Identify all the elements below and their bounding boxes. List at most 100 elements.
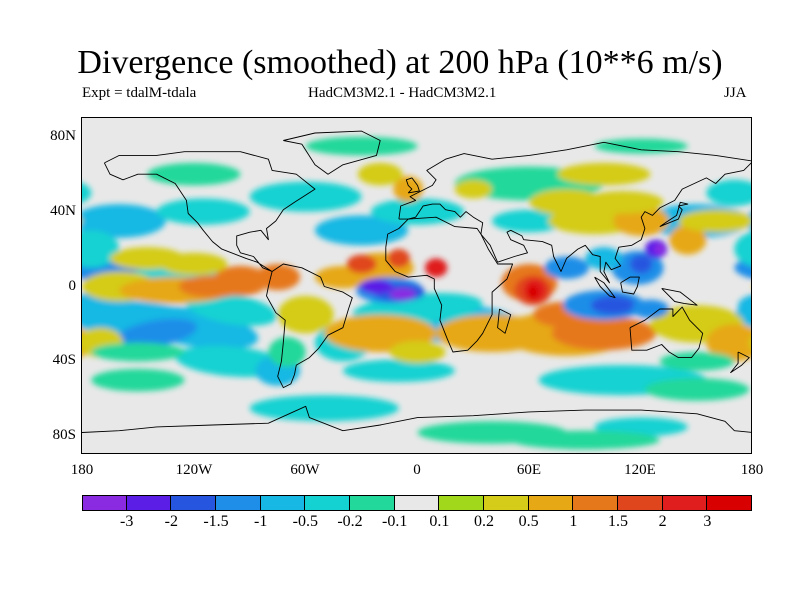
- field-region: [82, 183, 92, 203]
- field-region: [734, 231, 751, 267]
- field-region: [749, 336, 751, 349]
- field-region: [492, 209, 567, 233]
- colorbar: [82, 495, 752, 511]
- field-region: [314, 215, 409, 246]
- colorbar-label: -1.5: [203, 513, 229, 530]
- divergence-map: [82, 130, 751, 450]
- field-region: [82, 230, 120, 268]
- field-region: [346, 254, 377, 274]
- field-region: [613, 205, 670, 236]
- colorbar-swatch: [439, 495, 484, 511]
- chart-title: Divergence (smoothed) at 200 hPa (10**6 …: [77, 44, 723, 81]
- field-region: [389, 288, 416, 300]
- y-tick-40n: 40N: [50, 203, 76, 219]
- field-region: [644, 378, 750, 401]
- field-region: [212, 265, 269, 296]
- colorbar-swatch: [394, 495, 440, 511]
- field-region: [557, 162, 651, 186]
- y-tick-40s: 40S: [52, 352, 76, 368]
- field-region: [594, 417, 688, 437]
- coastline: [398, 141, 751, 284]
- season-label: JJA: [724, 85, 747, 101]
- colorbar-label: -0.1: [381, 513, 408, 530]
- field-region: [678, 209, 751, 233]
- colorbar-swatch: [707, 495, 752, 511]
- field-region: [738, 294, 751, 316]
- coastline: [730, 351, 750, 374]
- colorbar-swatch: [350, 495, 395, 511]
- coastline: [266, 263, 353, 389]
- field-region: [629, 254, 653, 274]
- colorbar-label: -0.2: [337, 513, 363, 530]
- coastline: [103, 151, 316, 272]
- field-region: [277, 295, 334, 334]
- colorbar-label: 1.5: [608, 513, 628, 530]
- colorbar-swatch: [484, 495, 529, 511]
- field-region: [527, 284, 539, 300]
- field-region: [631, 299, 670, 319]
- colorbar-label: 0.1: [429, 513, 450, 530]
- colorbar-swatch: [260, 495, 306, 511]
- field-region: [357, 162, 403, 186]
- colorbar-label: 0.5: [518, 513, 539, 530]
- field-region: [249, 395, 399, 422]
- x-tick-0: 0: [413, 462, 421, 478]
- field-region: [109, 247, 185, 270]
- colorbar-swatch: [662, 495, 708, 511]
- colorbar-label: -3: [119, 513, 134, 530]
- field-region: [424, 258, 448, 278]
- colorbar-label: -0.5: [292, 513, 318, 530]
- field-region: [305, 136, 418, 156]
- y-tick-80n: 80N: [50, 128, 76, 144]
- field-region: [544, 256, 589, 280]
- field-region: [249, 181, 362, 212]
- y-tick-80s: 80S: [52, 427, 76, 443]
- field-region: [669, 224, 707, 255]
- colorbar-swatch: [82, 495, 127, 511]
- colorbar-label: 2: [658, 513, 667, 530]
- x-tick-60e: 60E: [516, 462, 542, 478]
- field-region: [590, 295, 636, 315]
- coastline: [497, 308, 512, 334]
- field-region: [116, 318, 198, 349]
- y-tick-0: 0: [68, 278, 77, 294]
- colorbar-swatch: [305, 495, 350, 511]
- field-region: [529, 189, 604, 216]
- field-region: [585, 247, 623, 270]
- coastline: [620, 276, 640, 295]
- field-region: [268, 337, 306, 368]
- map-plot-area: [81, 117, 752, 454]
- x-tick-60w: 60W: [290, 462, 320, 478]
- coastline: [405, 177, 420, 194]
- colorbar-swatch: [216, 495, 261, 511]
- colorbar-swatch: [528, 495, 574, 511]
- x-tick-180w: 180: [70, 462, 94, 478]
- field-region: [359, 279, 394, 294]
- coastline: [82, 405, 751, 433]
- colorbar-label: 1: [569, 513, 578, 530]
- field-region: [342, 359, 455, 382]
- field-region: [82, 204, 166, 238]
- coastline: [629, 306, 704, 359]
- x-tick-120e: 120E: [624, 462, 656, 478]
- colorbar-label: 3: [703, 513, 712, 530]
- experiment-label: Expt = tdalM-tdala: [82, 85, 197, 101]
- field-region: [255, 264, 301, 291]
- coastline: [661, 287, 698, 306]
- field-region: [510, 430, 660, 450]
- field-region: [594, 138, 688, 154]
- x-tick-180e: 180: [740, 462, 764, 478]
- coastline: [283, 130, 381, 175]
- coastline: [385, 216, 514, 353]
- colorbar-swatch: [618, 495, 663, 511]
- field-region: [659, 352, 735, 371]
- field-region: [706, 323, 751, 362]
- model-label: HadCM3M2.1 - HadCM3M2.1: [308, 85, 497, 101]
- field-region: [706, 179, 751, 206]
- field-region: [454, 179, 493, 199]
- coastline: [659, 201, 689, 228]
- field-region: [370, 198, 465, 225]
- field-region: [581, 191, 664, 214]
- field-region: [91, 368, 185, 392]
- colorbar-swatch: [573, 495, 618, 511]
